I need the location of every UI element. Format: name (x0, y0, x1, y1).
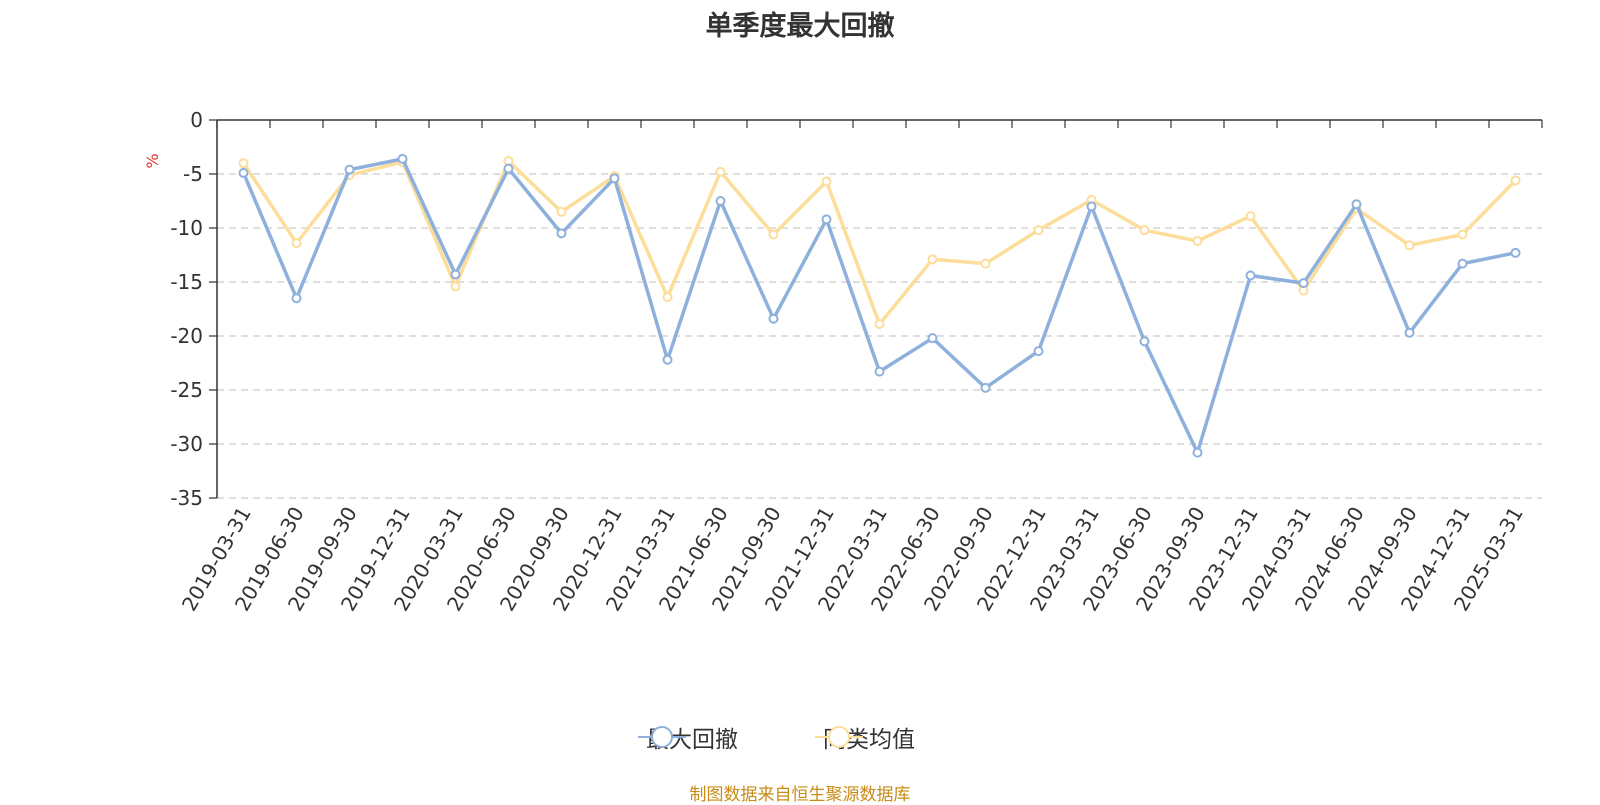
data-point-category-average (291, 238, 302, 249)
data-point-category-average (238, 158, 249, 169)
y-tick-label: -10 (170, 216, 203, 240)
data-point-max-drawdown (450, 269, 461, 280)
data-point-category-average (450, 281, 461, 292)
data-point-category-average (927, 254, 938, 265)
chart-title: 单季度最大回撤 (705, 11, 895, 42)
series-line-max-drawdown (241, 157, 1518, 455)
data-point-max-drawdown (927, 333, 938, 344)
y-tick-label: -20 (170, 324, 203, 348)
y-axis-unit-label: % (143, 153, 162, 168)
data-point-category-average (556, 206, 567, 217)
data-point-max-drawdown (1404, 327, 1415, 338)
data-point-max-drawdown (1086, 201, 1097, 212)
y-tick-label: -30 (170, 432, 203, 456)
data-point-max-drawdown (980, 382, 991, 393)
legend-marker-category-average (815, 726, 863, 748)
data-point-max-drawdown (291, 293, 302, 304)
legend-marker-max-drawdown (638, 726, 686, 748)
legend-item-max-drawdown[interactable]: 最大回撤 (638, 722, 738, 753)
data-source-note: 制图数据来自恒生聚源数据库 (689, 785, 911, 805)
y-tick-label: -5 (183, 162, 203, 186)
data-point-category-average (1404, 240, 1415, 251)
data-point-category-average (980, 258, 991, 269)
data-point-max-drawdown (1139, 336, 1150, 347)
data-point-max-drawdown (1510, 247, 1521, 258)
data-point-max-drawdown (1457, 258, 1468, 269)
data-point-category-average (1139, 225, 1150, 236)
data-point-max-drawdown (662, 354, 673, 365)
data-point-max-drawdown (1245, 270, 1256, 281)
data-point-category-average (821, 176, 832, 187)
data-point-max-drawdown (874, 366, 885, 377)
data-point-max-drawdown (768, 313, 779, 324)
data-point-category-average (768, 229, 779, 240)
data-point-category-average (662, 292, 673, 303)
legend-item-category-average[interactable]: 同类均值 (815, 722, 915, 753)
data-point-category-average (1457, 229, 1468, 240)
data-point-max-drawdown (238, 167, 249, 178)
data-point-max-drawdown (344, 164, 355, 175)
y-tick-label: -25 (170, 378, 203, 402)
data-point-max-drawdown (1351, 199, 1362, 210)
data-point-max-drawdown (821, 214, 832, 225)
data-point-max-drawdown (609, 173, 620, 184)
data-point-category-average (1510, 175, 1521, 186)
data-point-max-drawdown (1298, 278, 1309, 289)
data-point-category-average (874, 319, 885, 330)
data-point-max-drawdown (1192, 447, 1203, 458)
data-point-category-average (1245, 211, 1256, 222)
y-tick-label: -35 (170, 486, 203, 510)
series-line-category-average (241, 159, 1518, 326)
data-point-max-drawdown (503, 163, 514, 174)
data-point-max-drawdown (556, 228, 567, 239)
y-tick-label: -15 (170, 270, 203, 294)
data-point-category-average (1033, 225, 1044, 236)
data-point-max-drawdown (715, 196, 726, 206)
data-point-max-drawdown (397, 153, 408, 164)
data-point-category-average (1192, 235, 1203, 246)
data-point-max-drawdown (1033, 346, 1044, 357)
y-tick-label: 0 (190, 108, 203, 132)
data-point-category-average (715, 166, 726, 177)
